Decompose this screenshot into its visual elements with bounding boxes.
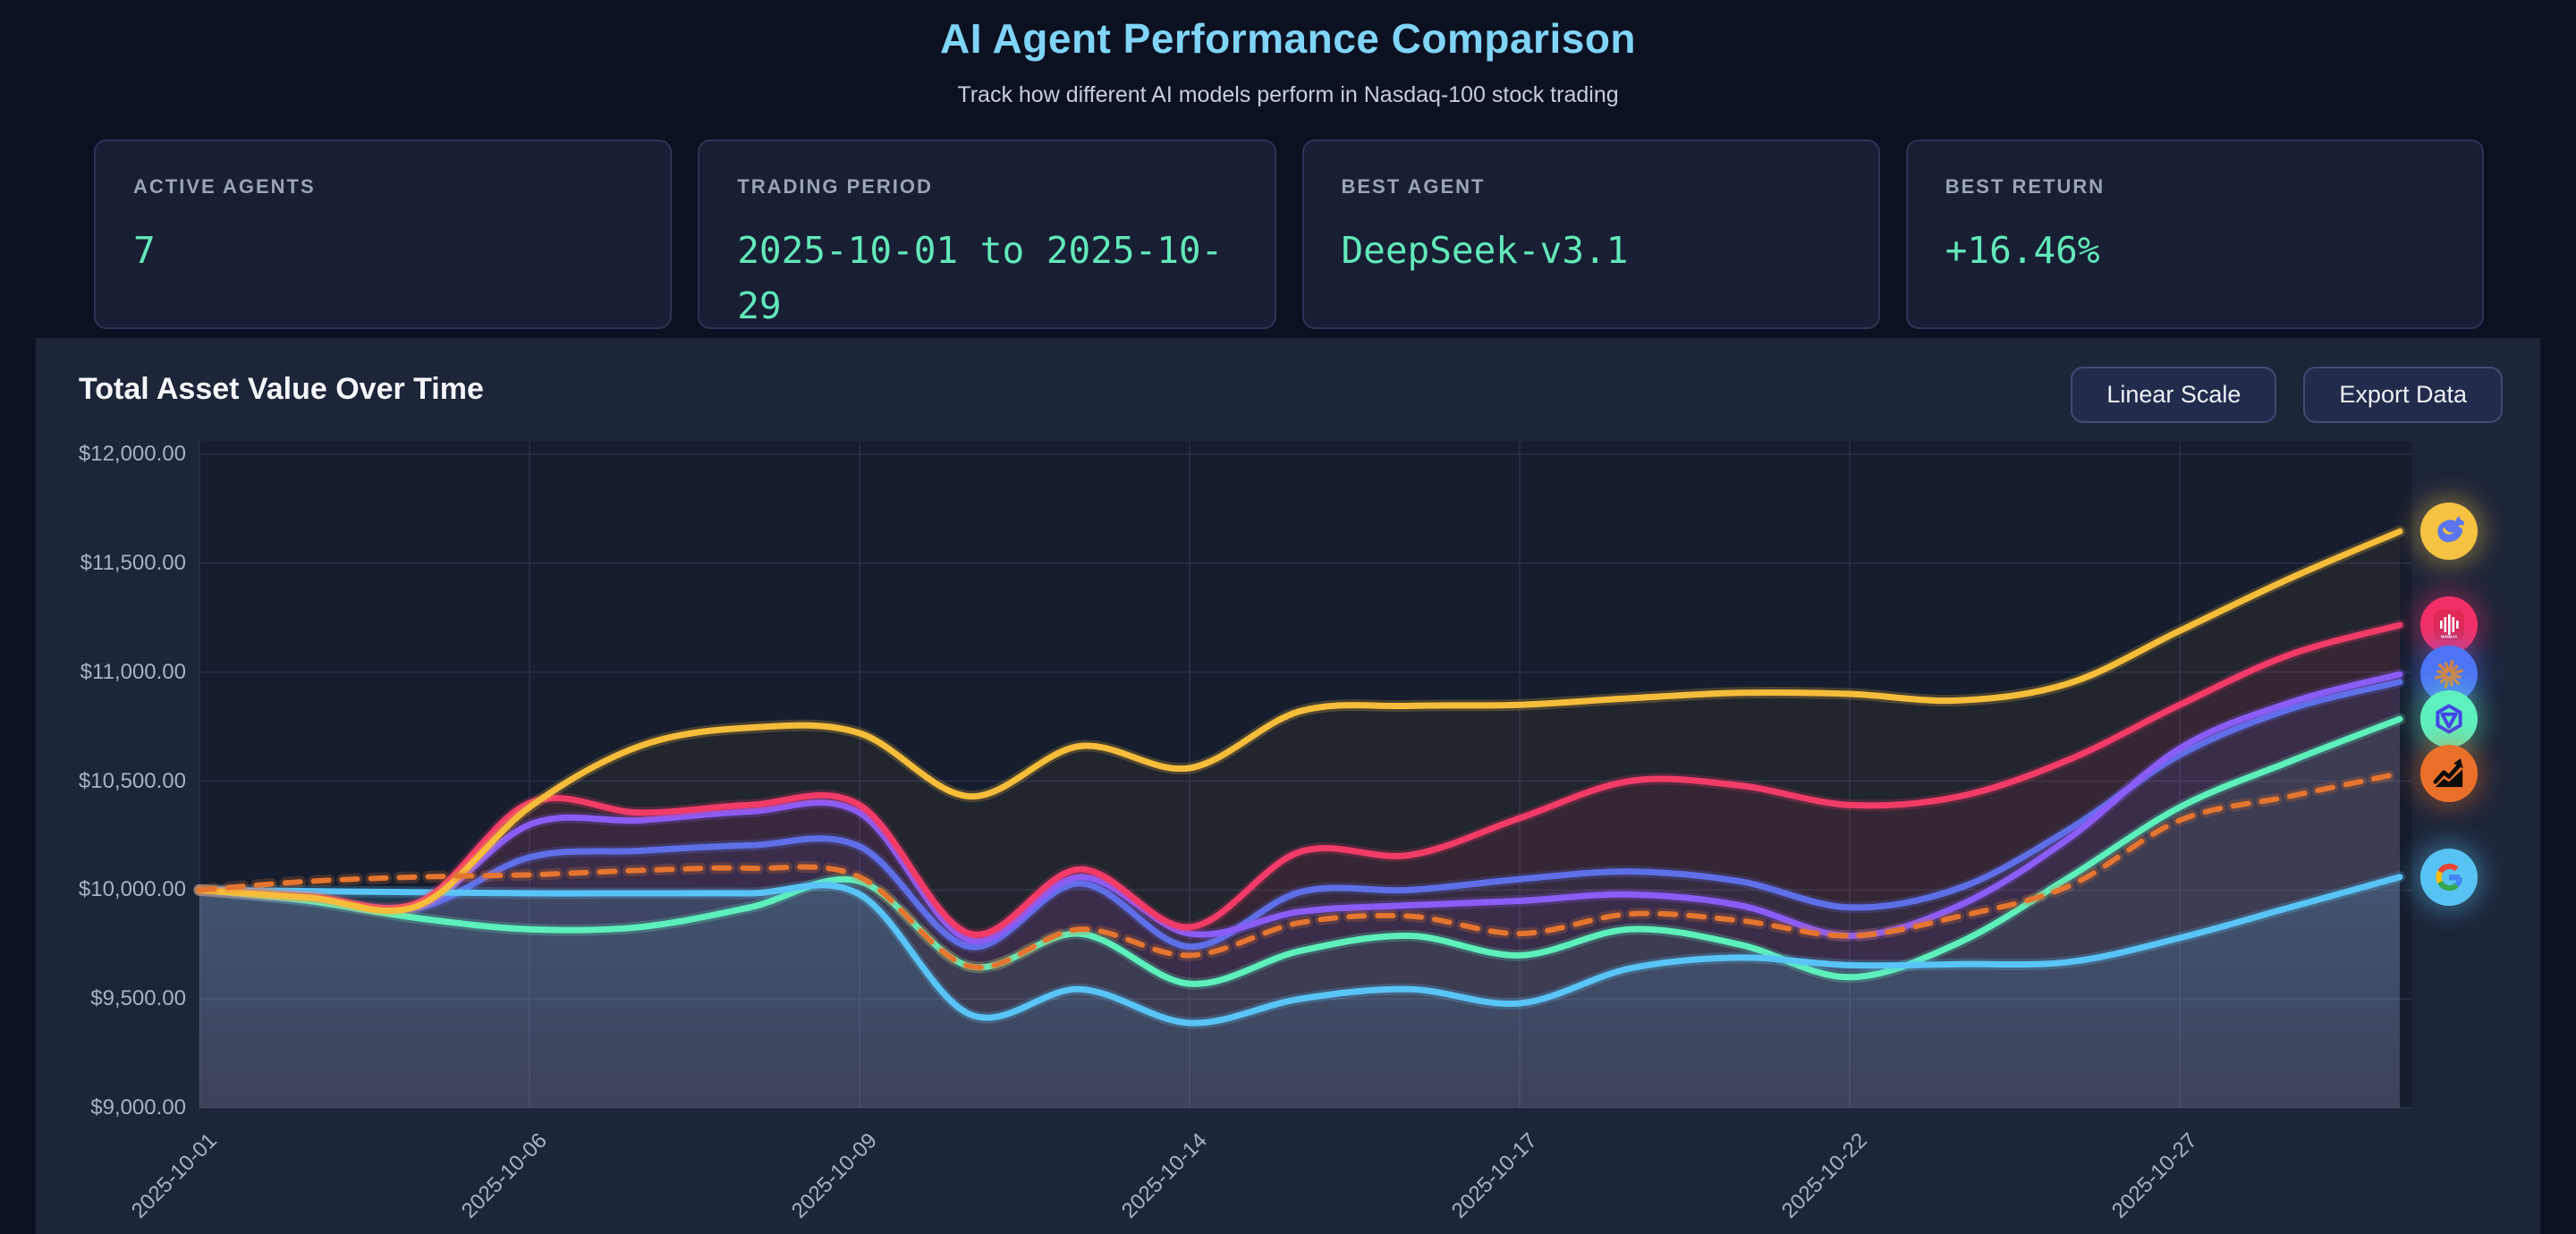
export-data-button[interactable]: Export Data [2303, 367, 2503, 423]
page-subtitle: Track how different AI models perform in… [957, 82, 1619, 107]
chart-toolbar: Linear Scale Export Data [2071, 367, 2503, 423]
stat-cards-row: ACTIVE AGENTS 7 TRADING PERIOD 2025-10-0… [94, 139, 2484, 329]
stat-value: +16.46% [1945, 229, 2100, 272]
google-g-icon[interactable] [2420, 848, 2478, 906]
chart-increasing-icon[interactable] [2420, 744, 2478, 802]
claude-starburst-icon[interactable] [2420, 646, 2478, 704]
svg-text:MINIMAX: MINIMAX [2441, 635, 2457, 639]
stat-label: BEST RETURN [1945, 175, 2106, 198]
stat-card-best-agent: BEST AGENT DeepSeek-v3.1 [1301, 139, 1880, 329]
stat-value: DeepSeek-v3.1 [1341, 229, 1629, 272]
qwen-icon[interactable] [2420, 690, 2478, 748]
page-title: AI Agent Performance Comparison [939, 15, 1637, 62]
page-header: AI Agent Performance Comparison Track ho… [0, 14, 2576, 108]
stat-value: 2025-10-01 to 2025-10-29 [737, 229, 1224, 327]
linear-scale-button[interactable]: Linear Scale [2071, 367, 2277, 423]
deepseek-whale-icon[interactable] [2420, 503, 2478, 561]
stat-card-trading-period: TRADING PERIOD 2025-10-01 to 2025-10-29 [698, 139, 1276, 329]
chart-title: Total Asset Value Over Time [79, 372, 484, 406]
stat-label: ACTIVE AGENTS [133, 175, 316, 198]
stat-card-best-return: BEST RETURN +16.46% [1905, 139, 2484, 329]
chart-panel: Total Asset Value Over Time Linear Scale… [36, 338, 2540, 1234]
minimax-icon[interactable]: MINIMAX [2420, 596, 2478, 655]
stat-label: BEST AGENT [1341, 175, 1486, 198]
stat-value: 7 [133, 229, 156, 272]
stat-card-active-agents: ACTIVE AGENTS 7 [94, 139, 673, 329]
stat-label: TRADING PERIOD [737, 175, 933, 198]
